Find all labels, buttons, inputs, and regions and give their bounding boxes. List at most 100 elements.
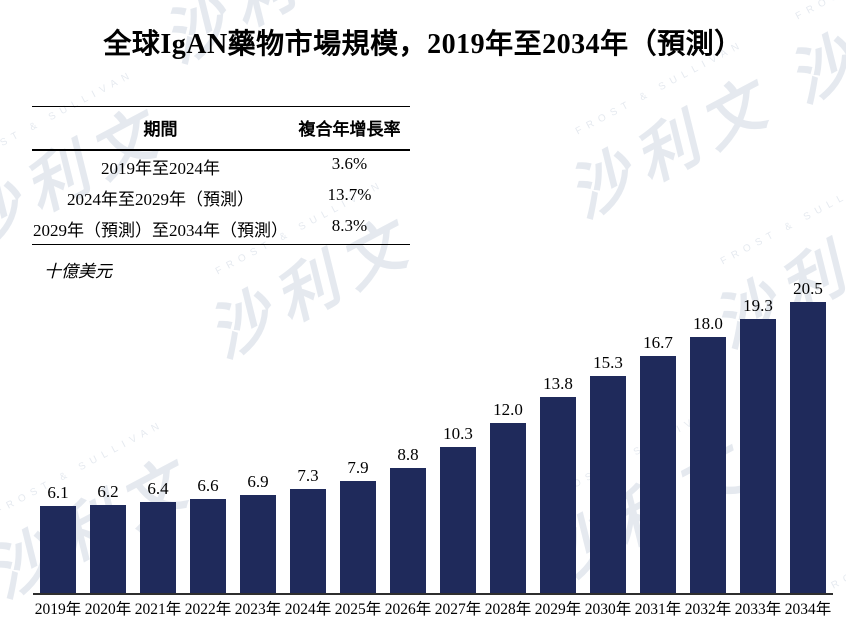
table-row: 2024年至2029年（預測） 13.7%: [32, 182, 410, 213]
period-cell: 2029年（預測）至2034年（預測）: [33, 221, 289, 240]
x-axis-label: 2034年(預測): [783, 600, 833, 618]
bar-value-label: 16.7: [643, 333, 673, 352]
x-axis-label: 2021年: [133, 600, 183, 618]
x-axis-year: 2033年: [734, 601, 782, 618]
bar: [40, 506, 76, 593]
bar-value-label: 13.8: [543, 374, 573, 393]
x-axis-label: 2031年(預測): [633, 600, 683, 618]
x-axis-label: 2032年(預測): [683, 600, 733, 618]
bar-value-label: 6.2: [97, 482, 119, 501]
bar-column: 16.7: [633, 333, 683, 593]
bar-column: 6.4: [133, 479, 183, 593]
x-axis-year: 2020年: [84, 601, 132, 618]
bar-column: 20.5: [783, 279, 833, 593]
x-axis-year: 2031年: [634, 601, 682, 618]
cagr-cell: 3.6%: [331, 154, 368, 173]
cagr-cell: 8.3%: [331, 216, 368, 235]
bar-value-label: 18.0: [693, 314, 723, 333]
bar: [140, 502, 176, 593]
bar: [340, 481, 376, 593]
bar-column: 6.6: [183, 476, 233, 593]
x-axis-year: 2032年: [684, 601, 732, 618]
bar-column: 6.1: [33, 483, 83, 593]
x-axis-label: 2033年(預測): [733, 600, 783, 618]
x-axis-year: 2034年: [784, 601, 832, 618]
bar-column: 7.9: [333, 458, 383, 593]
table-row: 2029年（預測）至2034年（預測） 8.3%: [32, 213, 410, 244]
bar: [390, 468, 426, 593]
cagr-table: 期間 複合年增長率 2019年至2024年 3.6% 2024年至2029年（預…: [32, 106, 410, 245]
x-axis-label: 2019年: [33, 600, 83, 618]
x-axis-year: 2024年: [284, 601, 332, 618]
x-axis-label: 2025年(預測): [333, 600, 383, 618]
cagr-table-header-period: 期間: [143, 120, 178, 139]
bar-column: 19.3: [733, 296, 783, 593]
bar: [490, 423, 526, 593]
bar-value-label: 15.3: [593, 353, 623, 372]
bar: [240, 495, 276, 593]
x-axis-label: 2026年(預測): [383, 600, 433, 618]
x-axis-year: 2023年: [234, 601, 282, 618]
x-axis-label: 2027年(預測): [433, 600, 483, 618]
y-axis-unit-label: 十億美元: [44, 262, 112, 281]
x-axis-year: 2025年: [334, 601, 382, 618]
bar-plot: 6.1 6.2 6.4 6.6 6.9 7.3 7.9 8.8 10.3 12.0 13.8 15.3…: [33, 279, 833, 593]
x-axis-label: 2022年: [183, 600, 233, 618]
bar-chart: 6.1 6.2 6.4 6.6 6.9 7.3 7.9 8.8 10.3 12.0 13.8 15.3…: [33, 279, 833, 618]
x-axis-label: 2020年: [83, 600, 133, 618]
bar-value-label: 6.1: [47, 483, 69, 502]
x-axis-line: [33, 593, 833, 595]
x-axis-label: 2028年(預測): [483, 600, 533, 618]
bar-column: 13.8: [533, 374, 583, 593]
bar-value-label: 10.3: [443, 424, 473, 443]
x-axis-labels: 2019年2020年2021年2022年2023年2024年2025年(預測)2…: [33, 595, 833, 618]
x-axis-year: 2030年: [584, 601, 632, 618]
period-cell: 2024年至2029年（預測）: [67, 190, 255, 209]
chart-title: 全球IgAN藥物市場規模，2019年至2034年（預測）: [103, 29, 743, 60]
x-axis-year: 2028年: [484, 601, 532, 618]
bar: [740, 319, 776, 593]
x-axis-year: 2026年: [384, 601, 432, 618]
bar: [540, 397, 576, 593]
bar: [590, 376, 626, 593]
x-axis-label: 2023年: [233, 600, 283, 618]
bar-value-label: 12.0: [493, 400, 523, 419]
x-axis-year: 2027年: [434, 601, 482, 618]
bar-column: 7.3: [283, 466, 333, 593]
bar-value-label: 6.6: [197, 476, 219, 495]
bar-column: 18.0: [683, 314, 733, 593]
period-cell: 2019年至2024年: [101, 159, 221, 178]
x-axis-year: 2019年: [34, 601, 82, 618]
cagr-table-header-row: 期間 複合年增長率: [32, 107, 410, 151]
x-axis-year: 2021年: [134, 601, 182, 618]
cagr-cell: 13.7%: [327, 185, 372, 204]
bar-column: 10.3: [433, 424, 483, 593]
cagr-table-header-cagr: 複合年增長率: [298, 120, 401, 139]
bar-value-label: 8.8: [397, 445, 419, 464]
x-axis-year: 2022年: [184, 601, 232, 618]
bar-value-label: 7.9: [347, 458, 369, 477]
bar-column: 15.3: [583, 353, 633, 593]
bar-value-label: 6.4: [147, 479, 169, 498]
table-row: 2019年至2024年 3.6%: [32, 151, 410, 182]
x-axis-label: 2029年(預測): [533, 600, 583, 618]
bar: [790, 302, 826, 593]
x-axis-label: 2024年: [283, 600, 333, 618]
bar: [190, 499, 226, 593]
bar-value-label: 20.5: [793, 279, 823, 298]
bar-column: 12.0: [483, 400, 533, 593]
bar: [640, 356, 676, 593]
bar-value-label: 7.3: [297, 466, 319, 485]
bar-column: 8.8: [383, 445, 433, 593]
x-axis-label: 2030年(預測): [583, 600, 633, 618]
x-axis-year: 2029年: [534, 601, 582, 618]
bar-value-label: 6.9: [247, 472, 269, 491]
bar: [90, 505, 126, 593]
bar-value-label: 19.3: [743, 296, 773, 315]
bar: [290, 489, 326, 593]
bar: [690, 337, 726, 593]
bar: [440, 447, 476, 593]
bar-column: 6.9: [233, 472, 283, 593]
